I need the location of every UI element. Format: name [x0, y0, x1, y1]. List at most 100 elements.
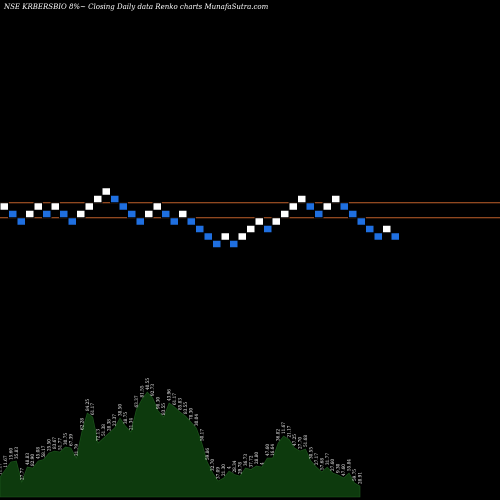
volume-label: 43.96	[167, 389, 172, 401]
volume-label: 9.30	[336, 463, 341, 473]
volume-label: 45.08	[36, 447, 41, 459]
volume-label: 21.30	[221, 464, 226, 476]
volume-label: 67.39	[68, 434, 73, 446]
renko-brick-up	[33, 202, 43, 211]
volume-label: 61.17	[90, 403, 95, 415]
volume-label: 27.60	[330, 459, 335, 471]
renko-brick-down	[161, 209, 171, 219]
volume-label: 98.30	[156, 397, 161, 409]
renko-brick-down	[390, 232, 400, 241]
volume-label: 30.04	[194, 414, 199, 426]
renko-brick-down	[348, 209, 358, 219]
renko-brick-up	[93, 194, 103, 204]
volume-label: 84.25	[85, 399, 90, 411]
renko-brick-up	[382, 224, 392, 234]
renko-brick-down	[356, 217, 366, 226]
volume-label: 92.73	[150, 384, 155, 396]
volume-label: 50.17	[199, 429, 204, 441]
volume-label: 51.38	[101, 424, 106, 436]
volume-label: 16.64	[270, 444, 275, 456]
renko-brick-up	[331, 194, 341, 204]
renko-brick-down	[203, 232, 213, 241]
volume-label: 21.17	[287, 425, 292, 437]
volume-label: 31.79	[74, 444, 79, 456]
renko-brick-up	[84, 202, 94, 211]
renko-brick-up	[178, 209, 188, 219]
renko-brick-down	[8, 209, 18, 219]
volume-label: 4	[227, 466, 232, 469]
volume-label: 83.55	[183, 402, 188, 414]
volume-label: 61.17	[172, 393, 177, 405]
volume-label: 81.55	[139, 385, 144, 397]
volume-area	[0, 391, 361, 498]
renko-brick-down	[314, 209, 324, 219]
volume-label: 35.83	[14, 447, 19, 459]
volume-label: 82.90	[30, 454, 35, 466]
renko-brick-down	[212, 239, 222, 249]
volume-label: 55.84	[347, 459, 352, 471]
renko-brick-down	[229, 239, 239, 249]
renko-brick-down	[169, 217, 179, 226]
volume-label: 28.91	[358, 472, 363, 484]
volume-label: 32.70	[210, 459, 215, 471]
volume-label: 78.30	[188, 408, 193, 420]
volume-label: 28.38	[107, 419, 112, 431]
volume-label: 51.68	[303, 435, 308, 447]
renko-brick-up	[220, 232, 230, 241]
volume-label: 47.25	[292, 434, 297, 446]
renko-brick-down	[339, 202, 349, 211]
renko-brick-down	[59, 209, 69, 219]
renko-brick-up	[271, 217, 281, 226]
volume-label: 83.55	[161, 403, 166, 415]
renko-brick-up	[0, 202, 9, 211]
renko-brick-up	[25, 209, 35, 219]
renko-brick-up	[254, 217, 264, 226]
volume-label: 47.60	[341, 464, 346, 476]
renko-brick-up	[288, 202, 298, 211]
volume-label: 30.75	[63, 433, 68, 445]
renko-brick-down	[127, 209, 137, 219]
volume-label: 38.50	[118, 404, 123, 416]
renko-brick-down	[195, 224, 205, 234]
renko-brick-down	[67, 217, 77, 226]
renko-brick-down	[373, 232, 383, 241]
renko-brick-down	[16, 217, 26, 226]
volume-label: 59.75	[352, 469, 357, 481]
volume-area-path	[0, 391, 361, 498]
volume-label: 58.17	[41, 445, 46, 457]
volume-label: 27.70	[298, 437, 303, 449]
volume-label: 36.82	[276, 429, 281, 441]
volume-label: 31.77	[325, 453, 330, 465]
volume-label: 85.83	[178, 398, 183, 410]
chart-title: NSE KRBERSBIO 8%~ Closing Daily data Ren…	[3, 3, 269, 11]
volume-label: 72.13	[96, 429, 101, 441]
renko-brick-down	[263, 224, 273, 234]
volume-label: 83.67	[52, 437, 57, 449]
volume-label: 40.55	[145, 378, 150, 390]
volume-label: 29.78	[238, 462, 243, 474]
renko-brick-down	[118, 202, 128, 211]
volume-label: 30.55	[308, 447, 313, 459]
volume-label: 28.80	[254, 452, 259, 464]
renko-brick-up	[152, 202, 162, 211]
renko-brick-down	[42, 209, 52, 219]
volume-label: 62.28	[79, 418, 84, 430]
volume-label: 37.72	[248, 455, 253, 467]
renko-brick-up	[322, 202, 332, 211]
renko-bricks	[0, 187, 400, 249]
renko-brick-down	[110, 194, 120, 204]
renko-brick-up	[237, 232, 247, 241]
volume-label: 38.75	[123, 412, 128, 424]
volume-label: 27.77	[19, 468, 24, 480]
volume-label: 57.68	[319, 458, 324, 470]
volume-label: 37.09	[216, 467, 221, 479]
renko-brick-down	[186, 217, 196, 226]
volume-label: 21.34	[128, 418, 133, 430]
renko-brick-up	[50, 202, 60, 211]
renko-brick-up	[246, 224, 256, 234]
volume-label: 11.67	[281, 422, 286, 434]
volume-label: 48.83	[25, 453, 30, 465]
renko-brick-down	[305, 202, 315, 211]
